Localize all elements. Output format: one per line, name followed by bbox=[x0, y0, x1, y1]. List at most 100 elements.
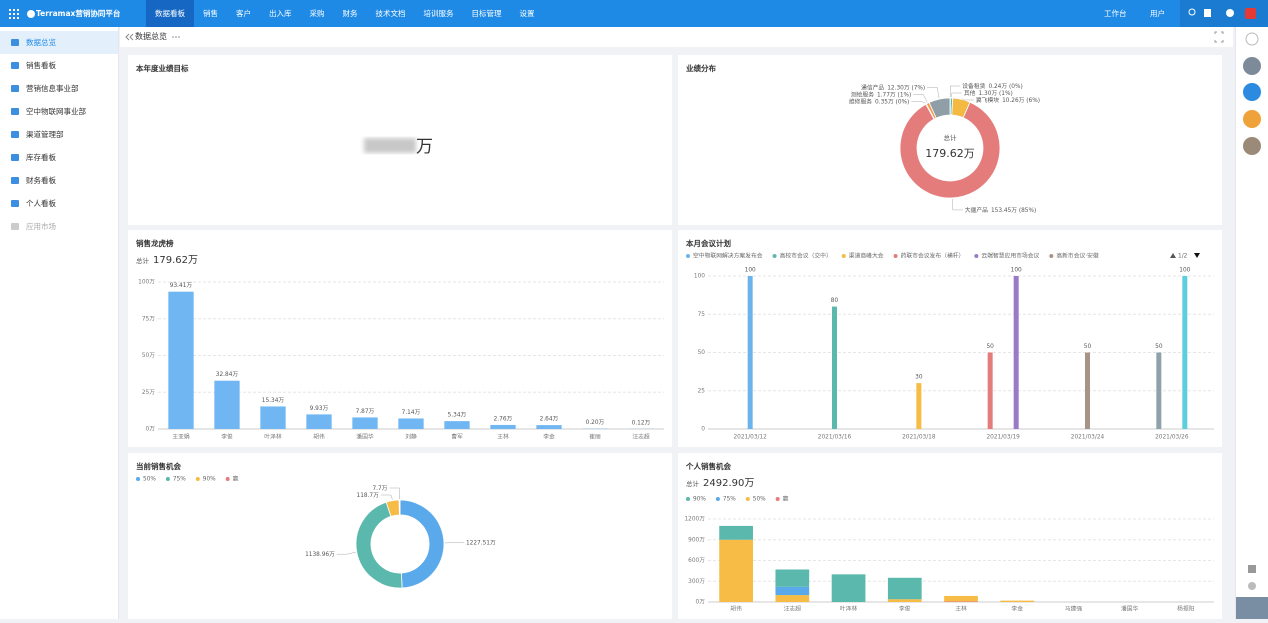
x-tick-label: 2021/03/12 bbox=[733, 435, 767, 441]
side-label: 库存看板 bbox=[26, 153, 56, 162]
slice-name: 测绘服务 bbox=[851, 90, 874, 98]
x-tick-label: 潘国华 bbox=[1121, 605, 1139, 613]
logo[interactable]: Terramax营销协同平台 bbox=[36, 0, 120, 27]
nav-item[interactable]: 采购 bbox=[301, 0, 334, 27]
bar-segment bbox=[944, 601, 978, 602]
side-label: 渠道管理部 bbox=[26, 130, 64, 139]
side-item[interactable]: 营销信息事业部 bbox=[0, 77, 118, 100]
target-unit: 万 bbox=[416, 137, 433, 157]
side-item[interactable]: 库存看板 bbox=[0, 146, 118, 169]
tool-icons[interactable] bbox=[1180, 0, 1268, 27]
side-label: 空中物联网事业部 bbox=[26, 107, 86, 116]
legend-label: 渠道商峰大会 bbox=[849, 252, 884, 260]
slice-value: 0.24万 (0%) bbox=[988, 83, 1022, 90]
y-tick-label: 100 bbox=[694, 274, 705, 280]
nav-item[interactable]: 技术文档 bbox=[367, 0, 415, 27]
value-label: 50 bbox=[1084, 344, 1092, 350]
side-item[interactable]: 数据总览 bbox=[0, 31, 118, 54]
slice-value: 1.30万 (1%) bbox=[978, 90, 1012, 97]
nav-item[interactable]: 目标管理 bbox=[463, 0, 511, 27]
fullscreen-icon[interactable] bbox=[1213, 27, 1225, 47]
bar-segment bbox=[888, 599, 922, 602]
breadcrumb-bar: 数据总览 bbox=[120, 27, 1233, 47]
legend-swatch bbox=[773, 254, 777, 258]
value-label: 50 bbox=[986, 344, 994, 350]
bar-segment bbox=[775, 569, 809, 586]
panel-title: 当前销售机会 bbox=[136, 461, 181, 471]
side-item[interactable]: 渠道管理部 bbox=[0, 123, 118, 146]
y-tick-label: 1200万 bbox=[684, 516, 705, 523]
summary-value: 179.62万 bbox=[153, 255, 198, 266]
slice-name: 其他 bbox=[964, 89, 976, 97]
x-tick-label: 王林 bbox=[955, 605, 967, 613]
nav-item[interactable]: 销售 bbox=[194, 0, 227, 27]
value-label: 15.34万 bbox=[262, 397, 285, 404]
side-label: 销售看板 bbox=[26, 61, 56, 70]
bar bbox=[1182, 276, 1187, 429]
value-label: 30 bbox=[915, 375, 923, 381]
more-icon[interactable] bbox=[171, 27, 183, 47]
slice-value: 1227.51万 bbox=[466, 539, 496, 546]
bar bbox=[352, 417, 377, 429]
side-item[interactable]: 应用市场 bbox=[0, 215, 118, 238]
breadcrumb[interactable]: 数据总览 bbox=[135, 27, 167, 47]
nav-item[interactable]: 财务 bbox=[334, 0, 367, 27]
app-icon[interactable] bbox=[6, 0, 36, 27]
x-tick-label: 2021/03/24 bbox=[1071, 435, 1105, 441]
value-label: 7.14万 bbox=[402, 409, 421, 416]
legend-swatch bbox=[1049, 254, 1053, 258]
bar bbox=[214, 381, 239, 429]
slice bbox=[399, 500, 400, 515]
legend-label: 高新市会议·安徽 bbox=[1056, 252, 1099, 260]
side-label: 财务看板 bbox=[26, 176, 56, 185]
panel-bg bbox=[678, 230, 1222, 447]
slice-label: 1138.96万 bbox=[305, 551, 335, 558]
side-label: 应用市场 bbox=[26, 222, 56, 231]
legend-swatch bbox=[842, 254, 846, 258]
summary-value: 2492.90万 bbox=[703, 478, 754, 489]
bar bbox=[1156, 353, 1161, 430]
user-menu[interactable]: 用户 bbox=[1150, 0, 1165, 27]
slice-value: 10.26万 (6%) bbox=[1002, 97, 1040, 104]
slice-value: 12.30万 (7%) bbox=[887, 84, 925, 91]
bar bbox=[260, 406, 285, 429]
nav-item[interactable]: 数据看板 bbox=[146, 0, 194, 27]
bar bbox=[490, 425, 515, 429]
slice-label: 118.7万 bbox=[357, 492, 380, 499]
rail-icons[interactable] bbox=[1236, 27, 1268, 619]
x-tick-label: 崔丽 bbox=[589, 433, 601, 441]
y-tick-label: 25万 bbox=[142, 389, 155, 396]
value-label: 100 bbox=[1179, 268, 1190, 274]
x-tick-label: 2021/03/19 bbox=[986, 435, 1020, 441]
nav-item[interactable]: 设置 bbox=[511, 0, 544, 27]
slice-label: 7.7万 bbox=[372, 485, 387, 492]
x-tick-label: 2021/03/26 bbox=[1155, 435, 1189, 441]
side-item[interactable]: 财务看板 bbox=[0, 169, 118, 192]
side-item[interactable]: 空中物联网事业部 bbox=[0, 100, 118, 123]
nav-item[interactable]: 客户 bbox=[227, 0, 260, 27]
x-tick-label: 2021/03/18 bbox=[902, 435, 936, 441]
side-item[interactable]: 个人看板 bbox=[0, 192, 118, 215]
value-label: 80 bbox=[831, 298, 839, 304]
nav-item[interactable]: 出入库 bbox=[260, 0, 301, 27]
side-item[interactable]: 销售看板 bbox=[0, 54, 118, 77]
workbench[interactable]: 工作台 bbox=[1104, 0, 1127, 27]
value-label: 50 bbox=[1155, 344, 1163, 350]
nav-item[interactable]: 培训服务 bbox=[415, 0, 463, 27]
bar bbox=[444, 421, 469, 429]
legend-swatch bbox=[776, 497, 780, 501]
value-label: 93.41万 bbox=[170, 282, 193, 289]
right-rail bbox=[1235, 27, 1268, 619]
value-label: 2.76万 bbox=[494, 415, 513, 422]
x-tick-label: 王亚娟 bbox=[172, 433, 190, 441]
value-label: 100 bbox=[745, 268, 756, 274]
bar-segment bbox=[1000, 601, 1034, 602]
legend-label: 云端智慧应用市场会议 bbox=[981, 252, 1039, 260]
legend-label: 高校市会议（交中） bbox=[780, 252, 832, 260]
x-tick-label: 李俊 bbox=[899, 605, 911, 613]
bar-segment bbox=[944, 596, 978, 602]
legend-label: 赢 bbox=[233, 475, 239, 483]
